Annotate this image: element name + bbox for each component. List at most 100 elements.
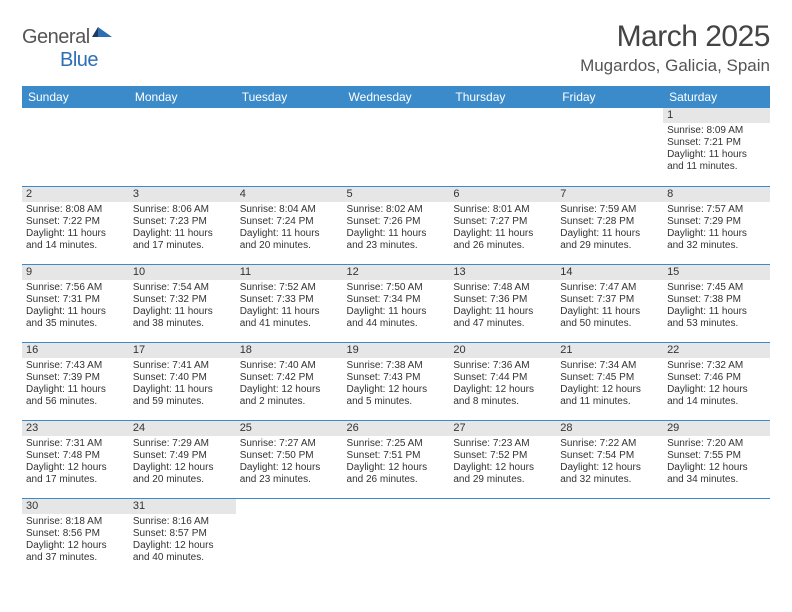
sunrise-line: Sunrise: 8:18 AM — [26, 516, 125, 528]
day-details: Sunrise: 7:47 AMSunset: 7:37 PMDaylight:… — [556, 280, 663, 333]
calendar-week-row: 9Sunrise: 7:56 AMSunset: 7:31 PMDaylight… — [22, 264, 770, 342]
day-number: 22 — [663, 343, 770, 358]
sunset-line: Sunset: 7:44 PM — [453, 372, 552, 384]
day-details: Sunrise: 7:54 AMSunset: 7:32 PMDaylight:… — [129, 280, 236, 333]
calendar-day-cell: 19Sunrise: 7:38 AMSunset: 7:43 PMDayligh… — [343, 342, 450, 420]
weekday-header: Friday — [556, 86, 663, 108]
day-number: 27 — [449, 421, 556, 436]
day-details: Sunrise: 8:18 AMSunset: 8:56 PMDaylight:… — [22, 514, 129, 567]
calendar-day-cell: 4Sunrise: 8:04 AMSunset: 7:24 PMDaylight… — [236, 186, 343, 264]
sunrise-line: Sunrise: 7:36 AM — [453, 360, 552, 372]
calendar-day-cell: 26Sunrise: 7:25 AMSunset: 7:51 PMDayligh… — [343, 420, 450, 498]
day-details: Sunrise: 7:36 AMSunset: 7:44 PMDaylight:… — [449, 358, 556, 411]
day-number: 9 — [22, 265, 129, 280]
sunset-line: Sunset: 7:45 PM — [560, 372, 659, 384]
sunset-line: Sunset: 7:34 PM — [347, 294, 446, 306]
daylight-line: Daylight: 11 hours and 26 minutes. — [453, 228, 552, 252]
day-details: Sunrise: 7:25 AMSunset: 7:51 PMDaylight:… — [343, 436, 450, 489]
sunset-line: Sunset: 7:37 PM — [560, 294, 659, 306]
calendar-week-row: 1Sunrise: 8:09 AMSunset: 7:21 PMDaylight… — [22, 108, 770, 186]
sunset-line: Sunset: 7:50 PM — [240, 450, 339, 462]
calendar-empty-cell — [343, 108, 450, 186]
calendar-day-cell: 20Sunrise: 7:36 AMSunset: 7:44 PMDayligh… — [449, 342, 556, 420]
sunset-line: Sunset: 7:54 PM — [560, 450, 659, 462]
day-details: Sunrise: 8:02 AMSunset: 7:26 PMDaylight:… — [343, 202, 450, 255]
day-details: Sunrise: 7:59 AMSunset: 7:28 PMDaylight:… — [556, 202, 663, 255]
calendar-day-cell: 6Sunrise: 8:01 AMSunset: 7:27 PMDaylight… — [449, 186, 556, 264]
daylight-line: Daylight: 11 hours and 59 minutes. — [133, 384, 232, 408]
sunrise-line: Sunrise: 8:08 AM — [26, 204, 125, 216]
brand-logo: GeneralBlue — [22, 20, 116, 72]
calendar-day-cell: 8Sunrise: 7:57 AMSunset: 7:29 PMDaylight… — [663, 186, 770, 264]
sunrise-line: Sunrise: 7:27 AM — [240, 438, 339, 450]
sunset-line: Sunset: 7:33 PM — [240, 294, 339, 306]
calendar-empty-cell — [343, 498, 450, 576]
daylight-line: Daylight: 11 hours and 56 minutes. — [26, 384, 125, 408]
daylight-line: Daylight: 11 hours and 23 minutes. — [347, 228, 446, 252]
daylight-line: Daylight: 11 hours and 47 minutes. — [453, 306, 552, 330]
sunrise-line: Sunrise: 7:23 AM — [453, 438, 552, 450]
calendar-day-cell: 21Sunrise: 7:34 AMSunset: 7:45 PMDayligh… — [556, 342, 663, 420]
day-details: Sunrise: 8:04 AMSunset: 7:24 PMDaylight:… — [236, 202, 343, 255]
daylight-line: Daylight: 11 hours and 41 minutes. — [240, 306, 339, 330]
sunset-line: Sunset: 7:46 PM — [667, 372, 766, 384]
day-number: 19 — [343, 343, 450, 358]
sunrise-line: Sunrise: 7:47 AM — [560, 282, 659, 294]
day-number: 12 — [343, 265, 450, 280]
calendar-day-cell: 30Sunrise: 8:18 AMSunset: 8:56 PMDayligh… — [22, 498, 129, 576]
weekday-header: Monday — [129, 86, 236, 108]
sunrise-line: Sunrise: 7:22 AM — [560, 438, 659, 450]
day-number: 15 — [663, 265, 770, 280]
sunrise-line: Sunrise: 8:09 AM — [667, 125, 766, 137]
page-header: GeneralBlue March 2025 Mugardos, Galicia… — [22, 20, 770, 76]
sunset-line: Sunset: 7:55 PM — [667, 450, 766, 462]
daylight-line: Daylight: 12 hours and 26 minutes. — [347, 462, 446, 486]
day-number: 7 — [556, 187, 663, 202]
sunset-line: Sunset: 7:27 PM — [453, 216, 552, 228]
daylight-line: Daylight: 12 hours and 17 minutes. — [26, 462, 125, 486]
calendar-day-cell: 27Sunrise: 7:23 AMSunset: 7:52 PMDayligh… — [449, 420, 556, 498]
sunset-line: Sunset: 7:22 PM — [26, 216, 125, 228]
calendar-day-cell: 15Sunrise: 7:45 AMSunset: 7:38 PMDayligh… — [663, 264, 770, 342]
day-number: 16 — [22, 343, 129, 358]
day-number: 23 — [22, 421, 129, 436]
day-details: Sunrise: 7:50 AMSunset: 7:34 PMDaylight:… — [343, 280, 450, 333]
sunset-line: Sunset: 7:39 PM — [26, 372, 125, 384]
sunrise-line: Sunrise: 7:54 AM — [133, 282, 232, 294]
daylight-line: Daylight: 12 hours and 5 minutes. — [347, 384, 446, 408]
page-title: March 2025 — [580, 20, 770, 54]
brand-part1: General — [22, 26, 90, 48]
sunset-line: Sunset: 7:49 PM — [133, 450, 232, 462]
calendar-empty-cell — [236, 108, 343, 186]
daylight-line: Daylight: 11 hours and 53 minutes. — [667, 306, 766, 330]
day-number: 31 — [129, 499, 236, 514]
day-details: Sunrise: 7:23 AMSunset: 7:52 PMDaylight:… — [449, 436, 556, 489]
sunset-line: Sunset: 7:51 PM — [347, 450, 446, 462]
day-number: 21 — [556, 343, 663, 358]
day-details: Sunrise: 7:20 AMSunset: 7:55 PMDaylight:… — [663, 436, 770, 489]
flag-icon — [92, 26, 114, 49]
sunset-line: Sunset: 7:42 PM — [240, 372, 339, 384]
calendar-day-cell: 9Sunrise: 7:56 AMSunset: 7:31 PMDaylight… — [22, 264, 129, 342]
sunrise-line: Sunrise: 7:48 AM — [453, 282, 552, 294]
calendar-empty-cell — [556, 108, 663, 186]
day-details: Sunrise: 7:22 AMSunset: 7:54 PMDaylight:… — [556, 436, 663, 489]
title-block: March 2025 Mugardos, Galicia, Spain — [580, 20, 770, 76]
sunset-line: Sunset: 7:38 PM — [667, 294, 766, 306]
daylight-line: Daylight: 11 hours and 35 minutes. — [26, 306, 125, 330]
calendar-day-cell: 22Sunrise: 7:32 AMSunset: 7:46 PMDayligh… — [663, 342, 770, 420]
sunrise-line: Sunrise: 7:32 AM — [667, 360, 766, 372]
calendar-week-row: 23Sunrise: 7:31 AMSunset: 7:48 PMDayligh… — [22, 420, 770, 498]
sunset-line: Sunset: 7:28 PM — [560, 216, 659, 228]
calendar-day-cell: 10Sunrise: 7:54 AMSunset: 7:32 PMDayligh… — [129, 264, 236, 342]
day-details: Sunrise: 8:16 AMSunset: 8:57 PMDaylight:… — [129, 514, 236, 567]
sunrise-line: Sunrise: 7:29 AM — [133, 438, 232, 450]
sunrise-line: Sunrise: 7:43 AM — [26, 360, 125, 372]
calendar-week-row: 30Sunrise: 8:18 AMSunset: 8:56 PMDayligh… — [22, 498, 770, 576]
day-details: Sunrise: 7:48 AMSunset: 7:36 PMDaylight:… — [449, 280, 556, 333]
day-number: 26 — [343, 421, 450, 436]
daylight-line: Daylight: 12 hours and 32 minutes. — [560, 462, 659, 486]
calendar-day-cell: 2Sunrise: 8:08 AMSunset: 7:22 PMDaylight… — [22, 186, 129, 264]
day-number: 24 — [129, 421, 236, 436]
sunrise-line: Sunrise: 7:59 AM — [560, 204, 659, 216]
